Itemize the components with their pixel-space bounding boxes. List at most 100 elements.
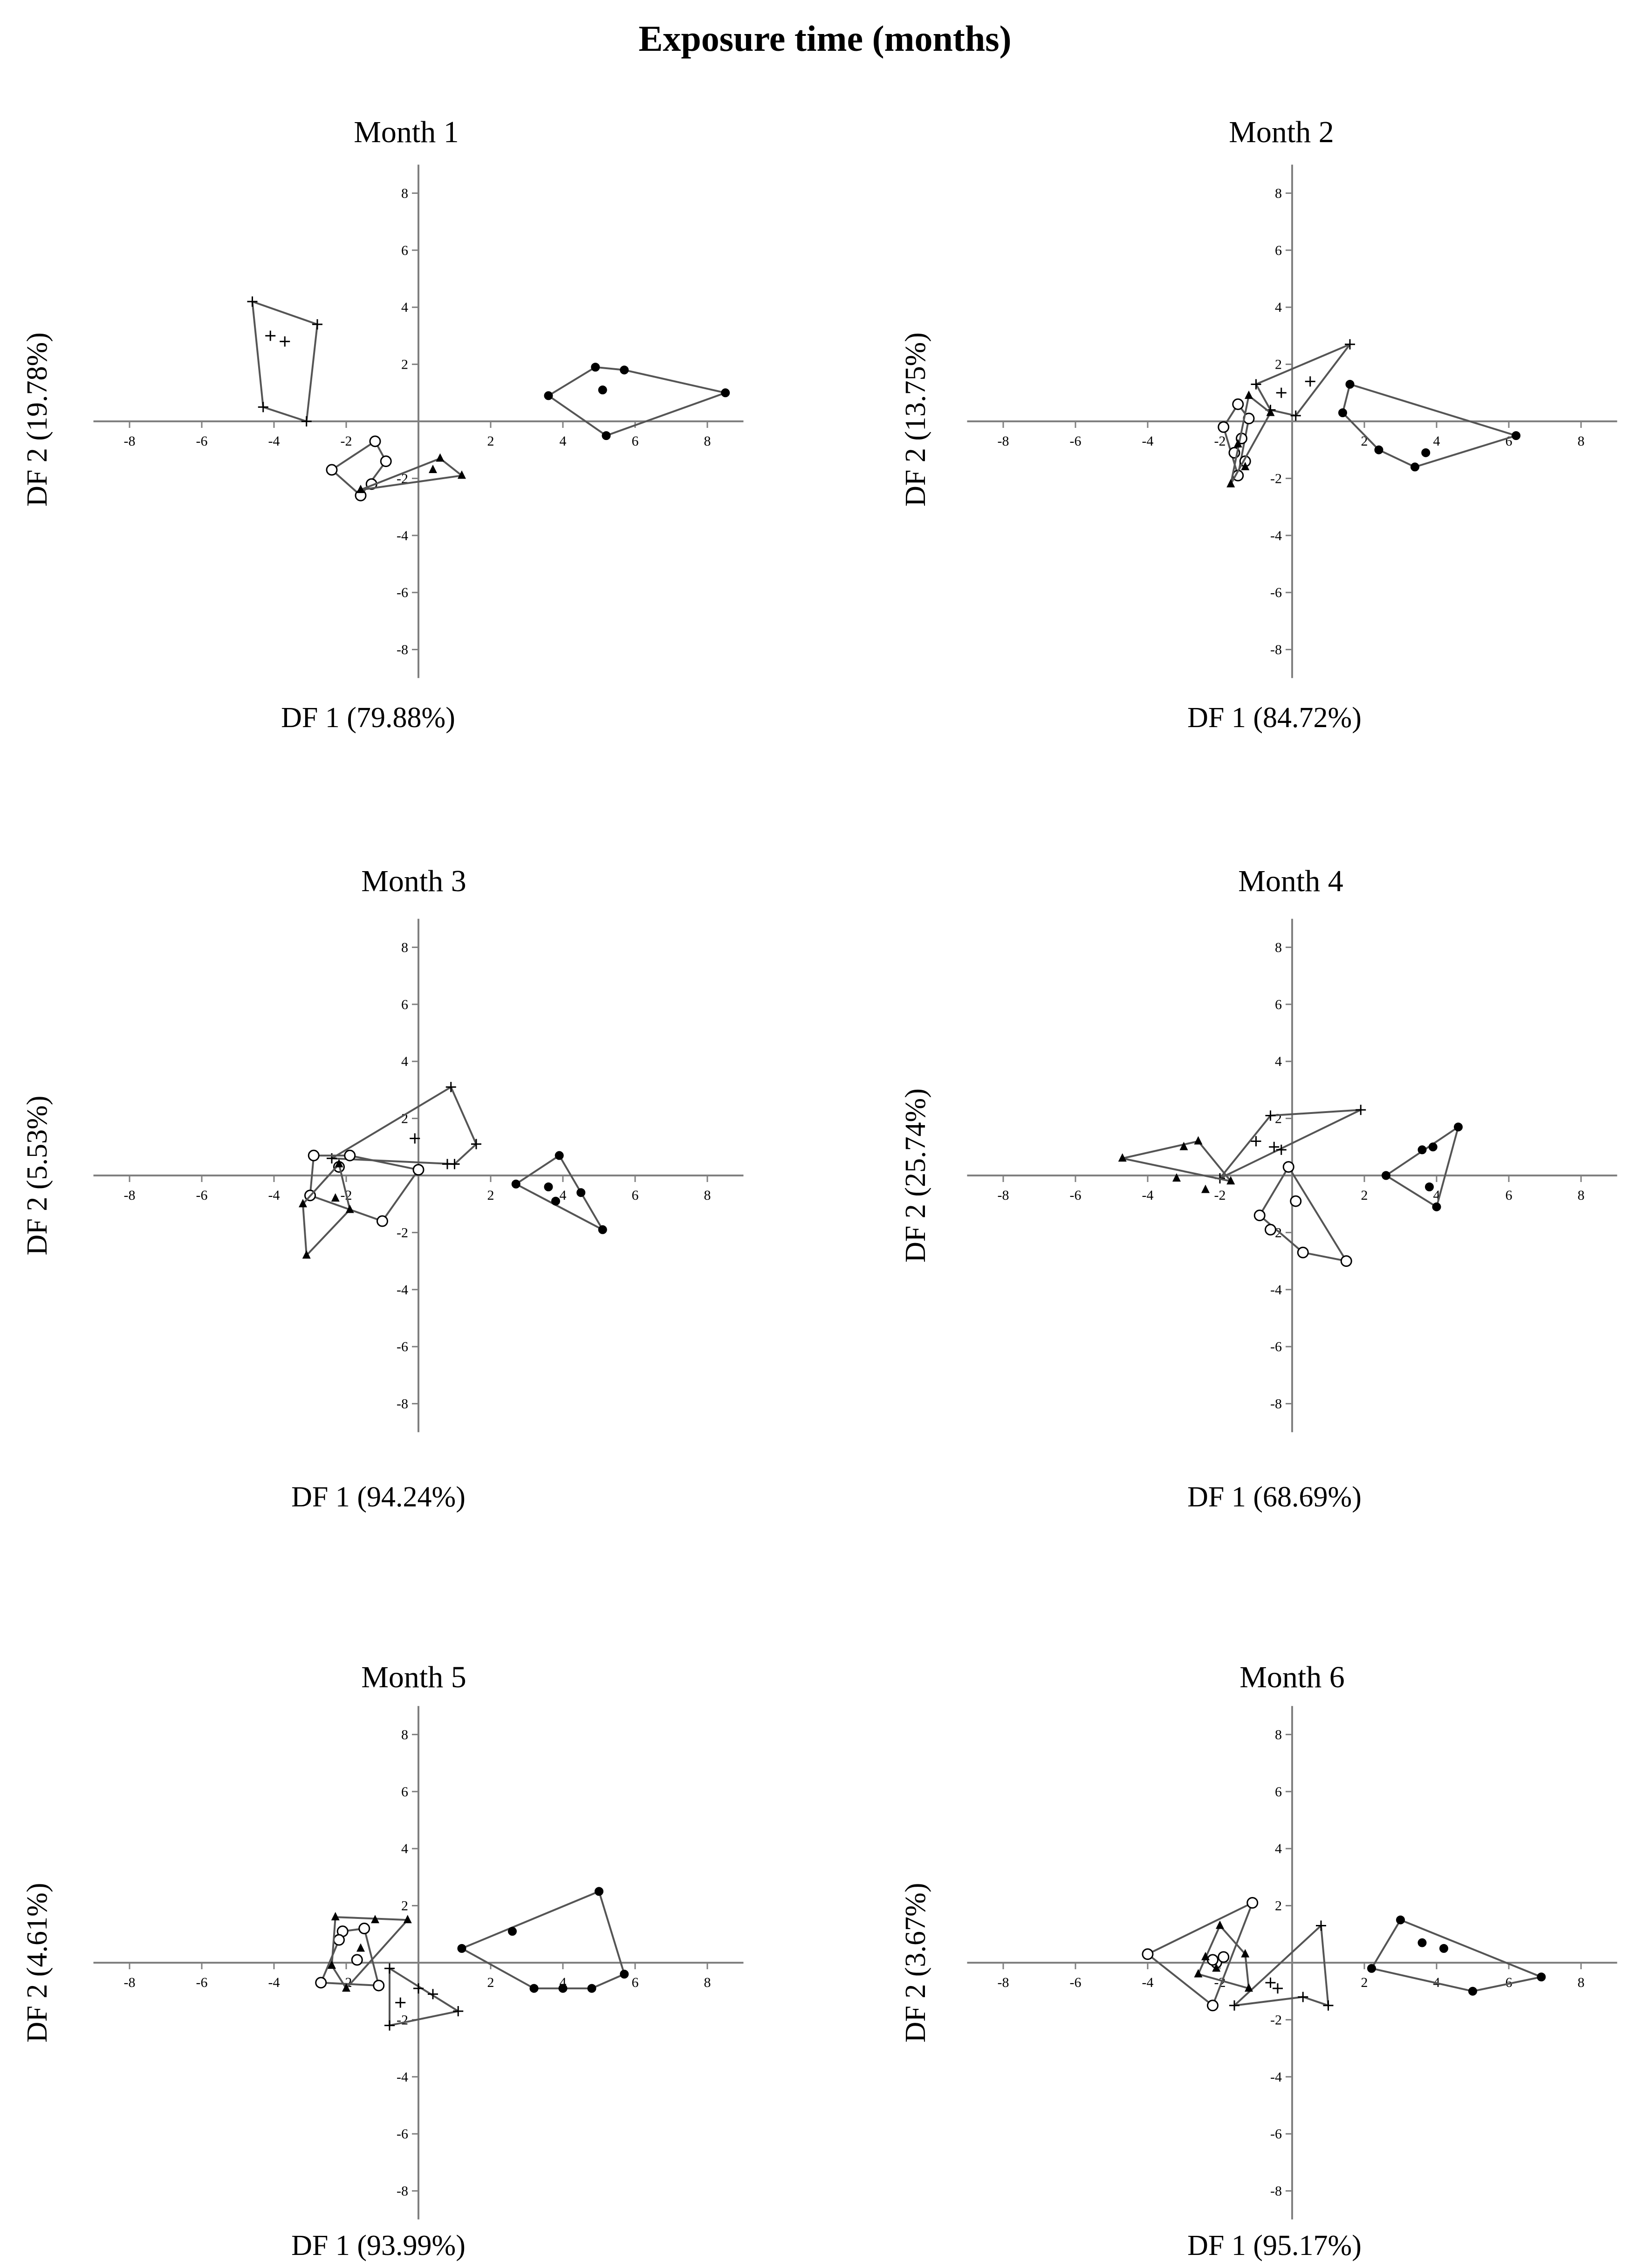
x-tick-label: -6 [1070, 1188, 1082, 1203]
x-tick-label: 6 [1506, 1975, 1513, 1990]
y-axis-label: DF 2 (25.74%) [900, 1088, 931, 1263]
group-hull-polygon [1370, 1919, 1542, 1993]
group-filled-circle [544, 363, 730, 440]
group-open-circle [326, 435, 392, 502]
data-point-triangle [302, 1250, 311, 1259]
x-tick-label: 8 [1578, 433, 1585, 449]
x-tick-label: 4 [560, 433, 567, 449]
x-tick-label: 8 [704, 433, 711, 449]
data-point-triangle [345, 1204, 354, 1213]
data-point-triangle [356, 484, 365, 493]
data-point-plus [1269, 1141, 1280, 1152]
x-tick-label: -8 [124, 1188, 136, 1203]
group-triangle [1194, 1920, 1253, 1992]
y-tick-label: 8 [1275, 1727, 1282, 1742]
data-point-open-circle [1282, 1161, 1294, 1173]
data-point-triangle [1226, 479, 1235, 488]
data-point-filled-circle [1417, 1938, 1427, 1947]
data-point-plus [1251, 379, 1261, 390]
x-tick-label: 4 [560, 1188, 567, 1203]
data-point-triangle [429, 465, 437, 474]
data-point-plus [301, 416, 312, 426]
data-point-triangle [403, 1915, 412, 1924]
data-point-filled-circle [620, 1969, 629, 1979]
data-point-plus [1273, 1983, 1283, 1994]
data-point-filled-circle [508, 1927, 517, 1936]
group-filled-circle [1382, 1122, 1463, 1211]
data-point-filled-circle [1367, 1964, 1376, 1973]
group-open-circle [304, 1149, 424, 1227]
data-point-open-circle [380, 455, 392, 467]
data-point-filled-circle [1382, 1171, 1390, 1180]
y-tick-label: 4 [1275, 300, 1282, 315]
group-hull-polygon [389, 1967, 459, 2027]
data-point-plus [1229, 2000, 1239, 2011]
data-point-plus [1316, 1920, 1326, 1931]
x-tick-label: -8 [998, 433, 1009, 449]
data-point-filled-circle [576, 1188, 586, 1197]
data-point-triangle [458, 470, 466, 479]
data-point-filled-circle [1439, 1944, 1448, 1953]
group-plus [384, 1963, 464, 2031]
y-tick-label: -2 [397, 2012, 408, 2027]
x-axis-label: DF 1 (94.24%) [291, 1481, 466, 1513]
data-point-plus [1356, 1105, 1366, 1115]
data-point-open-circle [344, 1149, 356, 1161]
data-point-plus [258, 402, 268, 412]
y-tick-label: -8 [397, 2184, 408, 2199]
data-point-plus [1265, 1977, 1276, 1988]
group-triangle [299, 1159, 354, 1259]
y-tick-label: -6 [397, 2126, 408, 2142]
group-hull-polygon [1385, 1126, 1459, 1208]
data-point-triangle [331, 1193, 340, 1202]
data-point-open-circle [333, 1934, 345, 1946]
y-tick-label: 4 [401, 300, 408, 315]
x-tick-label: 2 [487, 433, 494, 449]
y-tick-label: 8 [401, 1727, 408, 1742]
y-tick-label: 4 [401, 1054, 408, 1069]
data-point-open-circle [315, 1977, 327, 1989]
y-tick-label: -4 [397, 1282, 408, 1298]
panel-title: Month 4 [1238, 864, 1343, 898]
x-tick-label: 6 [632, 1188, 639, 1203]
data-point-filled-circle [551, 1196, 560, 1206]
group-filled-circle [457, 1887, 629, 1993]
data-point-triangle [328, 1960, 336, 1969]
x-tick-label: -8 [124, 433, 136, 449]
data-point-open-circle [1246, 1897, 1259, 1909]
data-point-triangle [331, 1912, 340, 1921]
y-tick-label: -2 [397, 1225, 408, 1240]
y-tick-label: 4 [1275, 1841, 1282, 1856]
data-point-filled-circle [544, 391, 553, 400]
group-hull-polygon [1219, 1109, 1362, 1180]
group-hull-polygon [309, 1155, 419, 1222]
data-point-plus [453, 2006, 464, 2017]
data-point-plus [1251, 1136, 1261, 1147]
y-tick-label: -6 [397, 1339, 408, 1354]
y-tick-label: 4 [1275, 1054, 1282, 1069]
data-point-triangle [1266, 407, 1275, 416]
group-hull-polygon [1233, 1924, 1329, 2007]
y-tick-label: -8 [1270, 642, 1282, 658]
data-point-triangle [1172, 1173, 1181, 1182]
y-tick-label: -4 [397, 528, 408, 543]
y-tick-label: 8 [401, 186, 408, 201]
data-point-plus [1276, 1144, 1287, 1155]
x-axis-label: DF 1 (79.88%) [281, 702, 455, 734]
data-point-plus [1298, 1992, 1308, 2002]
data-point-plus [265, 330, 276, 341]
y-tick-label: 6 [1275, 1784, 1282, 1800]
data-point-filled-circle [1410, 462, 1419, 472]
y-tick-label: -6 [1270, 2126, 1282, 2142]
y-tick-label: 8 [1275, 186, 1282, 201]
group-plus [247, 296, 322, 426]
data-point-filled-circle [620, 365, 629, 375]
group-triangle [1226, 390, 1275, 488]
x-axis-label: DF 1 (95.17%) [1187, 2230, 1362, 2261]
x-tick-label: -8 [998, 1188, 1009, 1203]
data-point-triangle [1194, 1136, 1203, 1145]
data-point-triangle [1201, 1184, 1210, 1193]
data-point-open-circle [1232, 398, 1244, 410]
x-tick-label: 8 [1578, 1188, 1585, 1203]
